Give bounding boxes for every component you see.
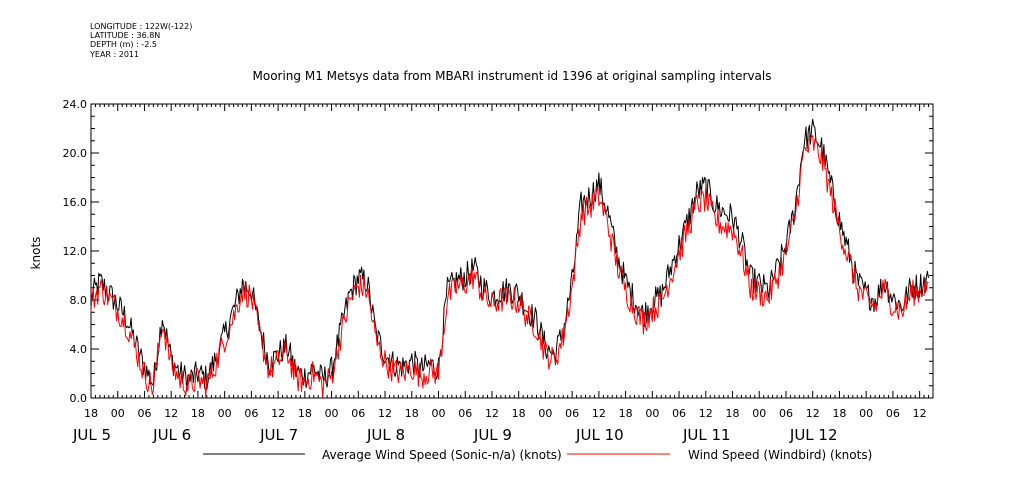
x-hour-label: 06 bbox=[244, 407, 258, 420]
legend-label-average: Average Wind Speed (Sonic-n/a) (knots) bbox=[322, 448, 562, 462]
year-label: YEAR : 2011 bbox=[90, 50, 140, 59]
x-hour-label: 18 bbox=[405, 407, 419, 420]
x-hour-label: 18 bbox=[191, 407, 205, 420]
y-tick-label: 20.0 bbox=[63, 147, 88, 160]
x-day-label: JUL 9 bbox=[473, 426, 512, 444]
x-hour-label: 06 bbox=[137, 407, 151, 420]
x-hour-label: 00 bbox=[752, 407, 766, 420]
x-day-label: JUL 12 bbox=[789, 426, 838, 444]
x-hour-label: 12 bbox=[271, 407, 285, 420]
data-series bbox=[90, 118, 929, 398]
x-hour-label: 12 bbox=[806, 407, 820, 420]
y-tick-label: 4.0 bbox=[70, 343, 88, 356]
x-hour-label: 00 bbox=[538, 407, 552, 420]
x-day-label: JUL 5 bbox=[72, 426, 111, 444]
x-day-label: JUL 10 bbox=[575, 426, 624, 444]
x-hour-label: 00 bbox=[218, 407, 232, 420]
x-day-label: JUL 11 bbox=[682, 426, 731, 444]
x-hour-label: 12 bbox=[164, 407, 178, 420]
x-day-label: JUL 7 bbox=[259, 426, 298, 444]
x-hour-label: 12 bbox=[913, 407, 927, 420]
x-hour-label: 18 bbox=[84, 407, 98, 420]
x-hour-label: 06 bbox=[672, 407, 686, 420]
x-hour-label: 00 bbox=[111, 407, 125, 420]
x-hour-label: 06 bbox=[779, 407, 793, 420]
x-hour-label: 12 bbox=[485, 407, 499, 420]
axis-ticks bbox=[90, 103, 934, 399]
x-hour-label: 00 bbox=[431, 407, 445, 420]
x-hour-label: 00 bbox=[645, 407, 659, 420]
legend: Average Wind Speed (Sonic-n/a) (knots) Wi… bbox=[203, 448, 872, 462]
x-hour-label: 12 bbox=[699, 407, 713, 420]
series-line-average-wind-speed bbox=[90, 118, 929, 392]
x-hour-label: 18 bbox=[619, 407, 633, 420]
y-tick-label: 8.0 bbox=[70, 294, 88, 307]
x-hour-label: 06 bbox=[458, 407, 472, 420]
x-hour-label: 18 bbox=[832, 407, 846, 420]
x-hour-label: 00 bbox=[325, 407, 339, 420]
x-hour-label: 06 bbox=[886, 407, 900, 420]
x-day-label: JUL 6 bbox=[152, 426, 191, 444]
x-tick-labels: 18 00 06 12 18 00 06 12 18 00 06 12 18 00 06 12 18 00 06 12… bbox=[72, 407, 927, 444]
y-tick-label: 0.0 bbox=[70, 392, 88, 405]
x-hour-label: 18 bbox=[726, 407, 740, 420]
y-axis-label: knots bbox=[29, 237, 43, 270]
y-tick-labels: 0.0 4.0 8.0 12.0 16.0 20.0 24.0 bbox=[63, 98, 88, 405]
x-day-label: JUL 8 bbox=[366, 426, 405, 444]
depth-label: DEPTH (m) : -2.5 bbox=[90, 40, 157, 49]
chart-title: Mooring M1 Metsys data from MBARI instru… bbox=[253, 69, 772, 83]
x-hour-label: 12 bbox=[592, 407, 606, 420]
x-hour-label: 12 bbox=[378, 407, 392, 420]
x-hour-label: 06 bbox=[351, 407, 365, 420]
x-hour-label: 18 bbox=[512, 407, 526, 420]
y-tick-label: 24.0 bbox=[63, 98, 88, 111]
x-hour-label: 06 bbox=[565, 407, 579, 420]
latitude-label: LATITUDE : 36.8N bbox=[90, 31, 161, 40]
y-tick-label: 12.0 bbox=[63, 245, 88, 258]
x-hour-label: 00 bbox=[859, 407, 873, 420]
series-line-windbird-wind-speed bbox=[90, 135, 929, 398]
legend-label-windbird: Wind Speed (Windbird) (knots) bbox=[688, 448, 872, 462]
longitude-label: LONGITUDE : 122W(-122) bbox=[90, 22, 193, 31]
y-tick-label: 16.0 bbox=[63, 196, 88, 209]
x-hour-label: 18 bbox=[298, 407, 312, 420]
